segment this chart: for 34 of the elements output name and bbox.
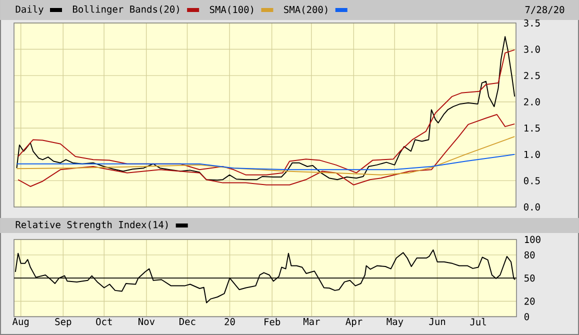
x-tick-label: Apr xyxy=(346,318,362,327)
y-tick-label: 1.5 xyxy=(524,124,540,132)
y-tick-label: 100 xyxy=(525,236,540,244)
y-tick-label: 80 xyxy=(524,251,535,259)
x-tick-label: Feb xyxy=(264,318,280,326)
y-tick-label: 2.0 xyxy=(524,98,540,106)
x-tick-label: Aug xyxy=(12,318,29,328)
y-tick-label: 50 xyxy=(524,274,535,282)
x-tick-label: 20 xyxy=(224,318,235,326)
x-tick-label: Jun xyxy=(429,318,446,326)
x-tick-label: Jul xyxy=(470,318,486,326)
line-series xyxy=(18,114,516,187)
x-tick-label: Mar xyxy=(303,318,320,326)
x-tick-label: May xyxy=(386,318,404,327)
y-tick-label: 3.0 xyxy=(524,46,540,53)
y-tick-label: 2.5 xyxy=(524,72,540,80)
y-tick-label: 0.5 xyxy=(524,177,540,184)
text: 7/28/20 xyxy=(525,6,564,14)
x-tick-label: Sep xyxy=(55,318,72,328)
legend-label: Daily xyxy=(16,5,44,15)
y-tick-label: 20 xyxy=(524,298,535,305)
line-series xyxy=(16,154,516,170)
legend-label: Bollinger Bands(20) xyxy=(72,5,179,15)
y-tick-label: 0 xyxy=(524,313,529,320)
y-tick-label: 3.5 xyxy=(524,19,540,27)
x-tick-label: Dec xyxy=(179,318,196,326)
legend-label: SMA(200) xyxy=(284,6,328,14)
y-tick-label: 0.0 xyxy=(524,203,540,211)
x-tick-label: Nov xyxy=(138,318,155,326)
line-series xyxy=(16,136,516,176)
x-tick-label: Oct xyxy=(96,318,112,326)
y-tick-label: 1.0 xyxy=(524,150,540,158)
legend-label: Relative Strength Index(14) xyxy=(16,220,168,230)
legend-label: SMA(100) xyxy=(210,6,254,14)
